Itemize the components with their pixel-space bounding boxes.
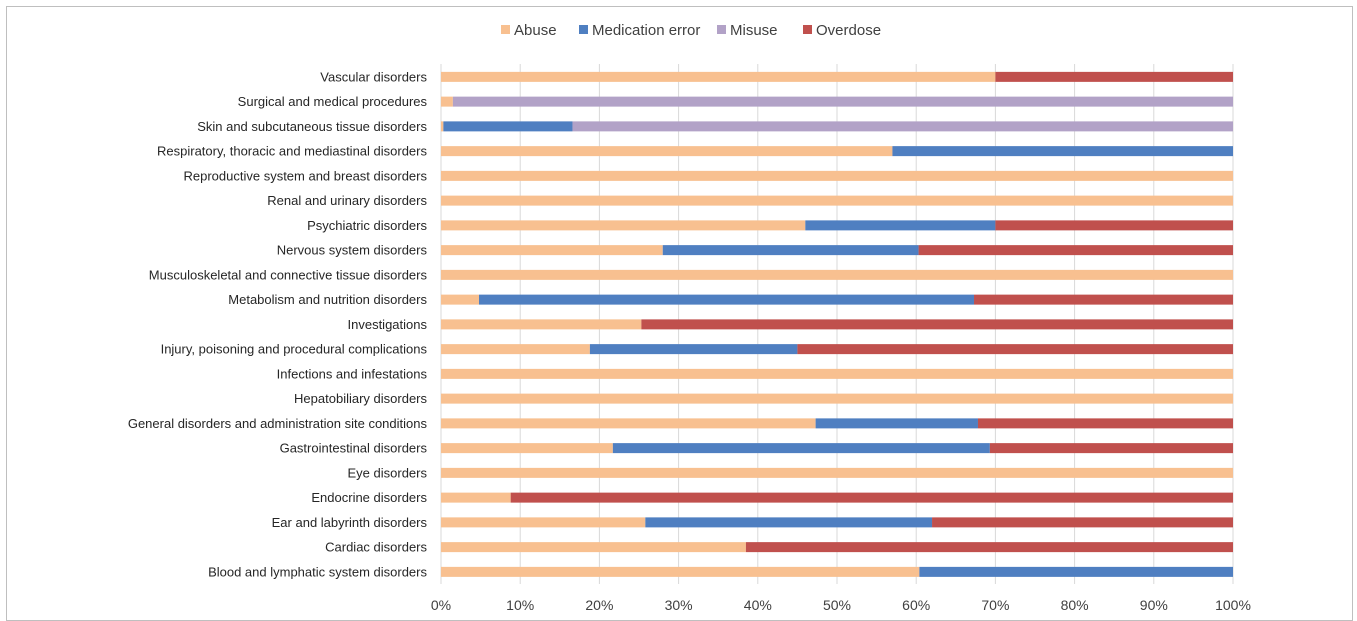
bar-segment-overdose: [745, 542, 1233, 553]
legend-swatch-abuse: [501, 25, 510, 34]
bar-segment-abuse: [441, 492, 511, 503]
bar-segment-abuse: [441, 195, 1233, 206]
x-tick-label: 10%: [506, 597, 534, 613]
bar-segment-abuse: [441, 121, 444, 132]
category-label: Hepatobiliary disorders: [294, 391, 427, 406]
bar-segment-overdose: [797, 344, 1233, 355]
category-label: Nervous system disorders: [277, 243, 428, 258]
stacked-bar-chart: Abuse Medication error Misuse Overdose Vasc…: [128, 22, 1251, 613]
category-label: Metabolism and nutrition disorders: [228, 292, 427, 307]
category-label: Eye disorders: [348, 465, 428, 480]
legend-label-medication-error: Medication error: [592, 22, 700, 39]
x-axis-ticks: 0% 10% 20% 30% 40% 50% 60% 70% 80% 90% 100%: [431, 597, 1251, 613]
x-tick-label: 90%: [1140, 597, 1168, 613]
x-tick-label: 30%: [665, 597, 693, 613]
bar-segment-medication-error: [589, 344, 798, 355]
category-label: Ear and labyrinth disorders: [272, 515, 428, 530]
bar-segment-abuse: [441, 71, 996, 82]
bar-segment-abuse: [441, 220, 806, 231]
bar-segment-medication-error: [645, 517, 933, 528]
category-label: Blood and lymphatic system disorders: [208, 564, 427, 579]
category-label: Psychiatric disorders: [307, 218, 427, 233]
x-tick-label: 40%: [744, 597, 772, 613]
bar-segment-abuse: [441, 368, 1233, 379]
bar-segment-overdose: [974, 294, 1233, 305]
bar-segment-abuse: [441, 467, 1233, 478]
category-label: Musculoskeletal and connective tissue di…: [149, 267, 428, 282]
x-tick-label: 100%: [1215, 597, 1251, 613]
category-label: Endocrine disorders: [311, 490, 427, 505]
bar-segment-abuse: [441, 393, 1233, 404]
legend-label-misuse: Misuse: [730, 22, 778, 39]
bar-segment-overdose: [641, 319, 1233, 330]
category-label: Renal and urinary disorders: [267, 193, 427, 208]
bar-segment-abuse: [441, 294, 480, 305]
bar-segment-abuse: [441, 566, 920, 577]
x-tick-label: 70%: [981, 597, 1009, 613]
bar-segment-misuse: [452, 96, 1233, 107]
x-tick-label: 50%: [823, 597, 851, 613]
bar-segment-overdose: [932, 517, 1233, 528]
bar-segment-medication-error: [815, 418, 978, 429]
legend-swatch-medication-error: [579, 25, 588, 34]
bar-segment-medication-error: [662, 245, 919, 256]
bar-segment-abuse: [441, 344, 590, 355]
bar-segment-abuse: [441, 146, 893, 157]
bar-segment-abuse: [441, 443, 613, 454]
bar-segment-misuse: [572, 121, 1233, 132]
bar-segment-medication-error: [443, 121, 573, 132]
bar-segment-overdose: [989, 443, 1233, 454]
category-label: Vascular disorders: [320, 69, 427, 84]
bar-segment-overdose: [977, 418, 1233, 429]
bar-segment-overdose: [918, 245, 1233, 256]
category-labels: Vascular disorders Surgical and medical p…: [128, 69, 428, 579]
bar-segment-overdose: [995, 220, 1233, 231]
category-label: General disorders and administration sit…: [128, 416, 428, 431]
legend-label-abuse: Abuse: [514, 22, 557, 39]
legend: Abuse Medication error Misuse Overdose: [501, 22, 881, 39]
bar-segment-abuse: [441, 269, 1233, 280]
bar-segment-medication-error: [479, 294, 975, 305]
x-tick-label: 60%: [902, 597, 930, 613]
chart-frame: Abuse Medication error Misuse Overdose Vasc…: [6, 6, 1353, 621]
bar-segment-medication-error: [805, 220, 996, 231]
bar-segment-abuse: [441, 96, 453, 107]
x-tick-label: 80%: [1061, 597, 1089, 613]
bars: [441, 71, 1233, 577]
bar-segment-abuse: [441, 319, 642, 330]
bar-segment-overdose: [995, 71, 1233, 82]
bar-segment-abuse: [441, 418, 816, 429]
category-label: Skin and subcutaneous tissue disorders: [197, 119, 427, 134]
x-tick-label: 0%: [431, 597, 451, 613]
x-tick-label: 20%: [585, 597, 613, 613]
bar-segment-medication-error: [892, 146, 1233, 157]
category-label: Surgical and medical procedures: [238, 94, 428, 109]
bar-segment-abuse: [441, 517, 646, 528]
legend-swatch-misuse: [717, 25, 726, 34]
bar-segment-medication-error: [612, 443, 990, 454]
category-label: Gastrointestinal disorders: [280, 441, 428, 456]
bar-segment-abuse: [441, 542, 746, 553]
category-label: Injury, poisoning and procedural complic…: [161, 342, 428, 357]
category-label: Infections and infestations: [277, 366, 428, 381]
bar-segment-overdose: [510, 492, 1233, 503]
category-label: Respiratory, thoracic and mediastinal di…: [157, 144, 427, 159]
category-label: Reproductive system and breast disorders: [183, 168, 427, 183]
legend-swatch-overdose: [803, 25, 812, 34]
legend-label-overdose: Overdose: [816, 22, 881, 39]
category-label: Cardiac disorders: [325, 540, 427, 555]
bar-segment-abuse: [441, 170, 1233, 181]
category-label: Investigations: [348, 317, 428, 332]
bar-segment-medication-error: [919, 566, 1233, 577]
bar-segment-abuse: [441, 245, 663, 256]
